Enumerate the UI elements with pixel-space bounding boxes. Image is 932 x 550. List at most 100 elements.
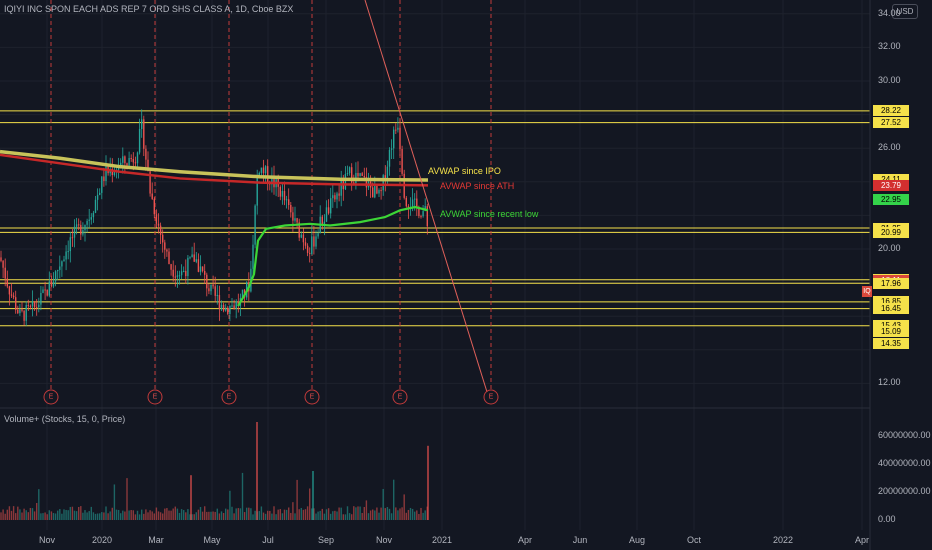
candle-body [380,190,382,192]
volume-bar [325,509,328,520]
candle-body [50,281,53,287]
earnings-marker[interactable]: E [483,389,499,405]
volume-bar [267,510,269,520]
candle-body [19,309,21,314]
earnings-marker[interactable]: E [304,389,320,405]
volume-bar [155,507,158,520]
volume-bar [346,506,349,520]
volume-bar [393,479,395,520]
candle-body [363,175,365,178]
volume-bar [279,509,281,520]
volume-bar [15,513,17,520]
volume-bar [61,513,63,520]
candle-body [212,284,214,287]
volume-bar [141,509,143,520]
candle-body [340,180,342,196]
avwap-recent-line[interactable] [237,205,429,307]
price-level-badge: 15.43 [873,320,909,332]
avwap-ipo-line[interactable] [0,149,429,182]
volume-bar [313,508,315,520]
candle-body [365,177,368,188]
annotation-avwap-ath: AVWAP since ATH [440,181,515,191]
candle-body [208,288,210,292]
candle-body [315,236,317,247]
volume-bar [422,512,424,520]
currency-badge[interactable]: USD [892,4,918,19]
candle-body [189,257,191,259]
candle-body [111,169,113,176]
candle-body [174,276,176,278]
price-candles [0,109,428,326]
candle-body [292,212,294,221]
candle-body [193,254,195,262]
volume-bar [191,514,193,520]
candle-body [393,129,395,149]
candle-body [332,195,334,199]
volume-bar [189,514,191,520]
volume-bar [243,512,246,520]
volume-bar [250,508,252,520]
candle-body [88,219,90,221]
volume-bar [239,508,242,520]
volume-bar [138,514,141,520]
candle-body [126,163,128,166]
candle-body [166,249,168,252]
candle-body [191,254,193,258]
volume-bar [407,509,410,520]
earnings-marker[interactable]: E [147,389,163,405]
candle-body [264,166,267,174]
candle-body [218,294,221,310]
volume-bar [357,506,359,520]
candle-body [216,294,218,296]
volume-bar [46,514,48,520]
volume-bar [101,512,103,520]
volume-indicator-title[interactable]: Volume+ (Stocks, 15, 0, Price) [4,414,126,424]
price-level-badge: 16.45 [873,303,909,315]
volume-bar [300,507,302,520]
volume-bar [285,509,288,520]
volume-bar [159,512,162,520]
volume-bar [344,514,347,520]
volume-bar [136,510,139,520]
earnings-marker[interactable]: E [392,389,408,405]
avwap-lines [0,149,429,307]
candle-body [145,148,147,160]
volume-bar [103,512,105,520]
volume-bar [288,507,290,520]
candle-body [65,251,67,260]
avwap-ath-line[interactable] [0,153,429,187]
candle-body [25,305,27,321]
earnings-marker[interactable]: E [221,389,237,405]
candle-body [147,159,149,172]
volume-bar [304,509,307,520]
price-tick-label: 30.00 [878,75,901,85]
candle-body [61,261,63,267]
candle-body [168,251,170,265]
volume-bar [12,506,15,520]
volume-bar [374,510,376,520]
candle-body [17,309,19,314]
volume-bar [27,512,29,520]
descending-trend-line[interactable] [364,0,488,393]
candle-body [321,216,323,225]
volume-bar [143,513,145,520]
volume-bar [340,507,342,520]
candle-body [69,237,71,252]
earnings-marker[interactable]: E [43,389,59,405]
candle-body [313,236,315,247]
volume-bar [401,507,403,520]
candle-body [197,259,200,272]
candle-body [397,127,399,130]
volume-bar [48,510,50,520]
volume-bar [336,511,338,520]
candle-body [12,295,15,298]
candle-body [405,197,407,207]
candle-body [21,309,23,311]
volume-bar [227,509,229,520]
volume-bar [4,513,6,520]
candle-body [418,206,420,217]
volume-bar [327,508,330,520]
candle-body [0,257,2,261]
volume-bar [363,507,365,520]
